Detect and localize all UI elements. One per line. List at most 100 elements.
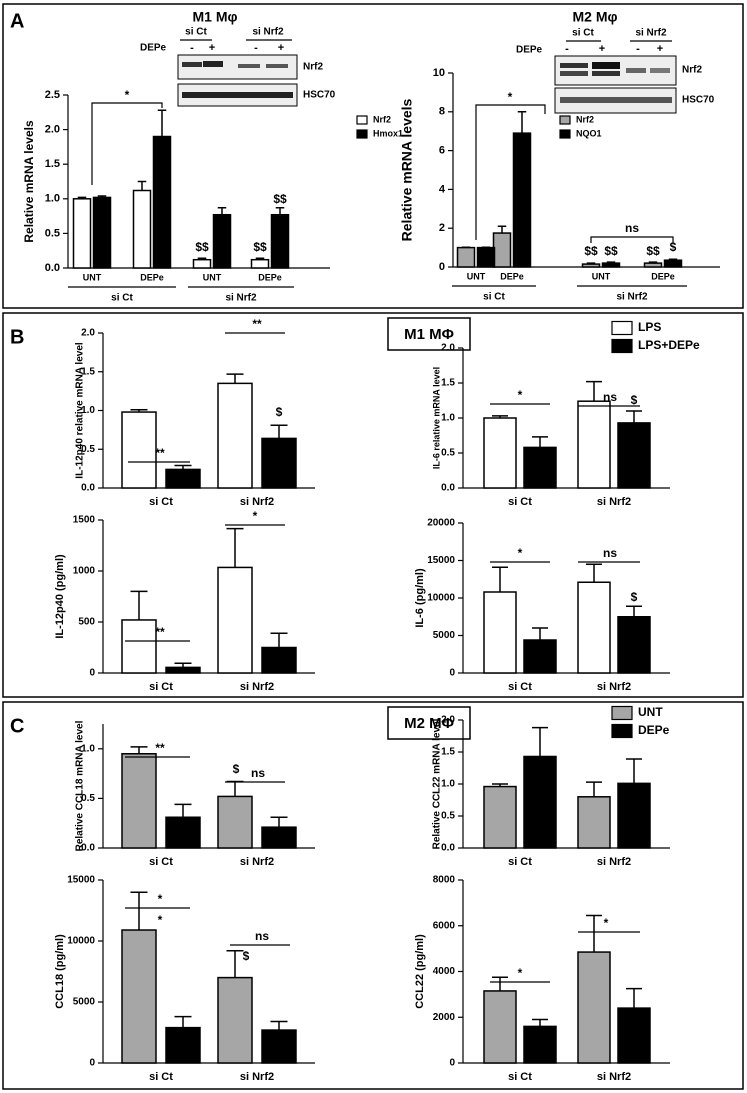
significance-label: $ — [243, 949, 250, 963]
y-tick-label: 1.5 — [45, 158, 60, 170]
blot-group: si Nrf2 — [635, 28, 667, 39]
blot-sign: - — [636, 43, 640, 55]
x-tick-label: DEPe — [651, 271, 675, 281]
significance-label: $ — [276, 405, 283, 419]
error-bar — [174, 662, 192, 668]
y-tick-label: 1000 — [73, 566, 96, 577]
error-bar — [270, 816, 288, 828]
y-tick-label: 0 — [89, 668, 95, 679]
x-tick-label: DEPe — [258, 272, 282, 282]
y-tick-label: 0.0 — [45, 262, 60, 274]
y-tick-label: 0 — [449, 668, 455, 679]
error-bar — [226, 950, 244, 978]
legend-label: Nrf2 — [576, 114, 594, 124]
y-tick-label: 0.0 — [81, 483, 95, 494]
error-bar — [586, 914, 602, 953]
error-bar — [626, 987, 642, 1009]
bar — [617, 1007, 651, 1064]
blot-title: M1 Mφ — [192, 9, 237, 25]
significance-label: ns — [251, 766, 265, 780]
significance-label: $$ — [253, 240, 267, 254]
significance-label: $ — [631, 590, 638, 604]
x-tick-label: si Ct — [149, 496, 173, 508]
y-axis-label: Relative mRNA levels — [399, 98, 415, 241]
significance-label: $ — [631, 393, 638, 407]
y-tick-label: 0.5 — [441, 811, 455, 822]
error-bar — [174, 1015, 192, 1028]
panel-title: M1 MΦ — [404, 326, 454, 343]
panel-title: M2 MΦ — [404, 715, 454, 732]
bar — [577, 400, 611, 489]
bar — [476, 246, 496, 268]
error-bar — [606, 261, 616, 264]
bar — [121, 753, 157, 849]
bar — [121, 619, 157, 674]
western-blot: M1 Mφ si Ct si Nrf2 DEPe - + - + Nrf2 HS… — [140, 9, 336, 107]
group-label: si Ct — [111, 293, 133, 304]
legend-swatch — [559, 129, 571, 139]
y-axis-label: Relative mRNA levels — [22, 120, 36, 243]
y-axis-label: CCL18 (pg/ml) — [54, 934, 66, 1009]
significance-label: * — [158, 913, 163, 927]
error-bar — [226, 780, 244, 797]
error-bar — [275, 207, 285, 215]
blot-group: si Ct — [572, 28, 594, 39]
blot-sign: - — [190, 42, 194, 54]
significance-label: $$ — [646, 244, 660, 258]
bar — [121, 411, 157, 489]
blot-sign: + — [657, 43, 663, 55]
x-tick-label: si Nrf2 — [597, 1071, 631, 1083]
error-bar — [137, 180, 147, 191]
legend-label: DEPe — [638, 723, 670, 737]
x-tick-label: DEPe — [140, 272, 164, 282]
x-tick-label: si Nrf2 — [240, 496, 274, 508]
error-bar — [586, 781, 602, 797]
significance-label: $ — [233, 762, 240, 776]
y-tick-label: 10000 — [427, 593, 455, 604]
error-bar — [668, 258, 678, 261]
error-bar — [197, 257, 207, 260]
error-bar — [492, 976, 508, 991]
bar — [483, 417, 517, 489]
y-tick-label: 0.0 — [81, 843, 95, 854]
error-bar — [586, 563, 602, 583]
bar — [261, 1029, 297, 1064]
legend-label: NQO1 — [576, 128, 602, 138]
significance-label: * — [518, 388, 523, 402]
significance-label: * — [253, 509, 258, 523]
y-tick-label: 0.5 — [81, 793, 95, 804]
error-bar — [517, 111, 527, 134]
x-tick-label: si Nrf2 — [240, 681, 274, 693]
blot-band: Nrf2 — [303, 62, 323, 73]
significance-label: ns — [255, 929, 269, 943]
legend-swatch — [356, 115, 368, 125]
panel-letter: C — [10, 715, 24, 737]
legend-swatch — [559, 115, 571, 125]
blot-band: HSC70 — [682, 95, 715, 106]
bar — [523, 1025, 557, 1064]
error-bar — [626, 410, 642, 423]
significance-label: * — [518, 546, 523, 560]
y-tick-label: 1.0 — [441, 413, 455, 424]
y-tick-label: 1.5 — [441, 378, 455, 389]
y-tick-label: 4 — [439, 183, 446, 195]
error-bar — [130, 408, 148, 413]
bar — [212, 213, 232, 269]
error-bar — [130, 590, 148, 620]
y-tick-label: 0.5 — [45, 227, 60, 239]
y-tick-label: 1500 — [73, 515, 96, 526]
y-tick-label: 4000 — [433, 966, 456, 977]
error-bar — [626, 605, 642, 617]
error-bar — [586, 380, 602, 402]
y-axis-label: IL-12p40 relative mRNA level — [75, 342, 86, 479]
y-axis-label: Relative CCL22 mRNA level — [432, 718, 443, 849]
y-axis-label: IL-6 (pg/ml) — [414, 568, 426, 628]
x-tick-label: si Ct — [508, 1071, 532, 1083]
x-tick-label: DEPe — [500, 271, 524, 281]
significance-label: * — [158, 892, 163, 906]
error-bar — [226, 527, 244, 568]
y-tick-label: 10 — [433, 67, 445, 79]
y-tick-label: 0.5 — [81, 444, 95, 455]
error-bar — [270, 1020, 288, 1031]
error-bar — [532, 1018, 548, 1027]
